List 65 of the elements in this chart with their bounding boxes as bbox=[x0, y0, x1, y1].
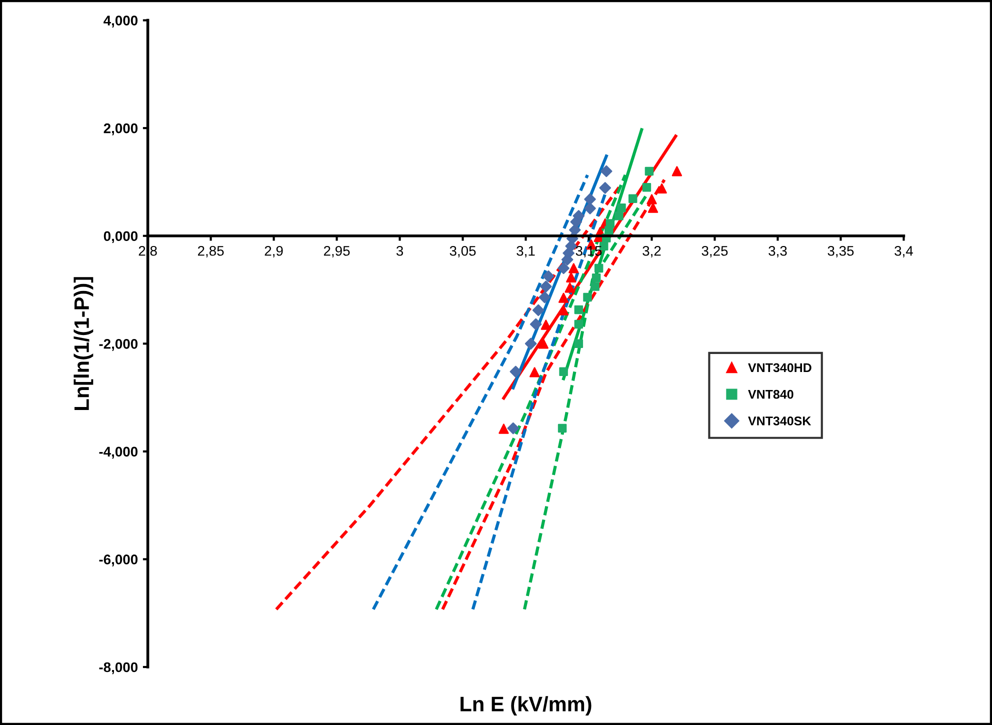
line-series bbox=[441, 178, 666, 611]
point bbox=[498, 424, 509, 434]
point bbox=[568, 263, 579, 274]
x-tick-label: 3,4 bbox=[894, 246, 913, 258]
point bbox=[642, 182, 652, 192]
x-tick-label: 2,85 bbox=[198, 246, 224, 258]
point bbox=[600, 165, 612, 178]
y-tick-label: -4,000 bbox=[99, 446, 138, 459]
x-tick-label: 3,35 bbox=[828, 246, 854, 258]
y-tick-label: 0,000 bbox=[104, 231, 138, 244]
point bbox=[648, 202, 658, 213]
y-tick-label: -2,000 bbox=[99, 338, 138, 351]
point bbox=[617, 203, 626, 212]
point bbox=[558, 292, 569, 303]
point bbox=[558, 305, 569, 316]
point bbox=[530, 318, 542, 330]
x-tick-label: 3,25 bbox=[702, 246, 728, 258]
x-tick-label: 3 bbox=[396, 246, 404, 256]
point bbox=[656, 183, 667, 194]
point bbox=[566, 272, 576, 282]
point bbox=[538, 291, 551, 304]
point bbox=[564, 282, 575, 293]
y-tick-label: -8,000 bbox=[99, 662, 138, 674]
x-tick-label: 2,95 bbox=[324, 246, 350, 258]
legend-label: VNT840 bbox=[748, 390, 794, 399]
point bbox=[574, 320, 584, 329]
point bbox=[529, 367, 540, 378]
point bbox=[532, 304, 544, 316]
point bbox=[507, 422, 520, 434]
point bbox=[540, 280, 552, 292]
point bbox=[584, 202, 596, 214]
point bbox=[540, 320, 552, 330]
point bbox=[628, 194, 638, 204]
x-axis-title: Ln E (kV/mm) bbox=[460, 696, 592, 716]
point bbox=[583, 292, 592, 302]
point bbox=[644, 166, 654, 176]
y-tick-label: -6,000 bbox=[99, 554, 138, 566]
point bbox=[606, 219, 615, 228]
point bbox=[672, 166, 682, 176]
point bbox=[599, 182, 612, 194]
y-tick-label: 2,000 bbox=[104, 123, 138, 136]
point bbox=[594, 264, 604, 273]
point bbox=[558, 424, 567, 433]
x-tick-label: 3,1 bbox=[516, 246, 535, 258]
legend-label: VNT340SK bbox=[748, 416, 812, 426]
point bbox=[538, 338, 548, 349]
x-tick-label: 3,05 bbox=[450, 246, 476, 258]
x-tick-label: 2,9 bbox=[264, 246, 283, 258]
point bbox=[574, 305, 584, 314]
x-tick-label: 3,2 bbox=[642, 246, 661, 258]
point bbox=[524, 338, 537, 350]
y-axis-title: Ln[ln(1/(1-P))] bbox=[74, 277, 94, 410]
point bbox=[614, 212, 624, 220]
legend-label: VNT340HD bbox=[748, 363, 812, 372]
point bbox=[646, 194, 657, 204]
y-tick-label: 4,000 bbox=[104, 16, 138, 28]
point bbox=[584, 193, 596, 206]
point bbox=[574, 339, 584, 348]
point bbox=[542, 270, 554, 282]
point bbox=[592, 274, 601, 282]
point bbox=[559, 367, 568, 376]
point bbox=[510, 366, 522, 378]
point bbox=[590, 282, 600, 291]
point bbox=[558, 262, 570, 274]
x-tick-label: 3,3 bbox=[768, 246, 787, 258]
